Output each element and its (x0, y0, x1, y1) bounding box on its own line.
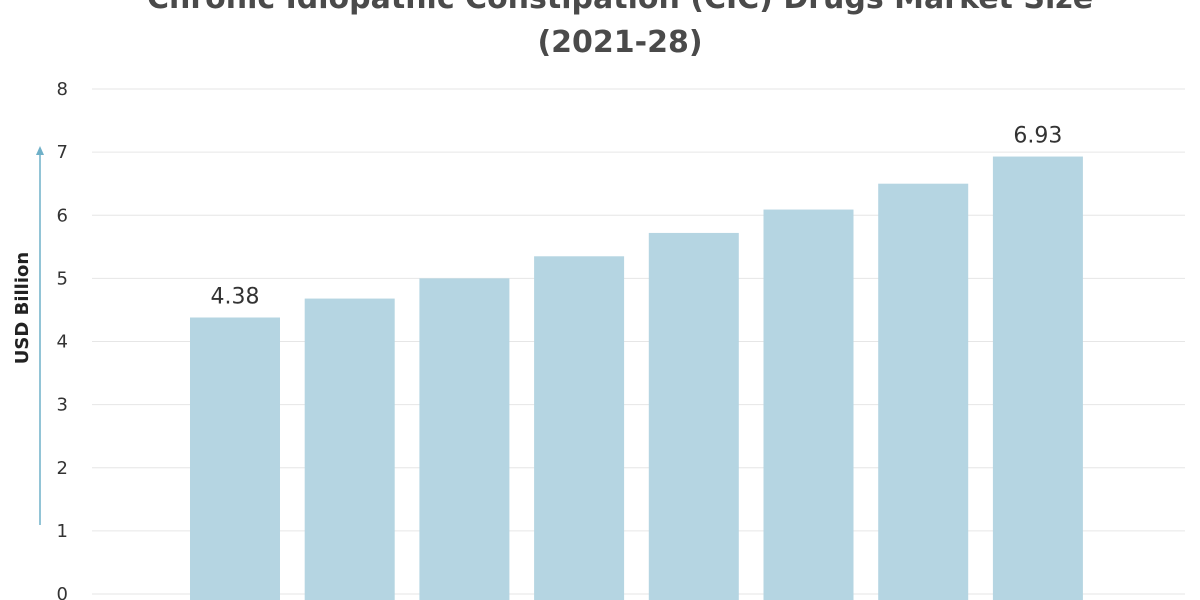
y-tick-label: 3 (57, 395, 68, 416)
y-tick-label: 1 (57, 521, 68, 542)
bar-data-label: 4.38 (211, 285, 260, 310)
y-tick-label: 5 (57, 268, 68, 289)
bar (763, 209, 854, 600)
bar-data-label: 6.93 (1013, 124, 1062, 149)
y-tick-label: 7 (57, 142, 68, 163)
bar (648, 232, 739, 600)
bar (992, 156, 1083, 600)
bar (534, 256, 625, 600)
y-axis-arrow-head (36, 146, 44, 155)
chart-title-line-2: (2021-28) (537, 25, 702, 60)
bar (190, 317, 280, 600)
y-tick-label: 0 (57, 584, 68, 600)
y-tick-label: 8 (57, 79, 68, 100)
y-axis-label: USD Billion (12, 252, 33, 364)
chart-title-line-1: Chronic Idiopathic Constipation (CIC) Dr… (147, 0, 1093, 16)
y-tick-label: 6 (57, 205, 68, 226)
bar (878, 183, 969, 600)
y-tick-label: 2 (57, 458, 68, 479)
bar (419, 278, 510, 600)
bar (304, 298, 395, 600)
y-tick-label: 4 (57, 332, 68, 353)
